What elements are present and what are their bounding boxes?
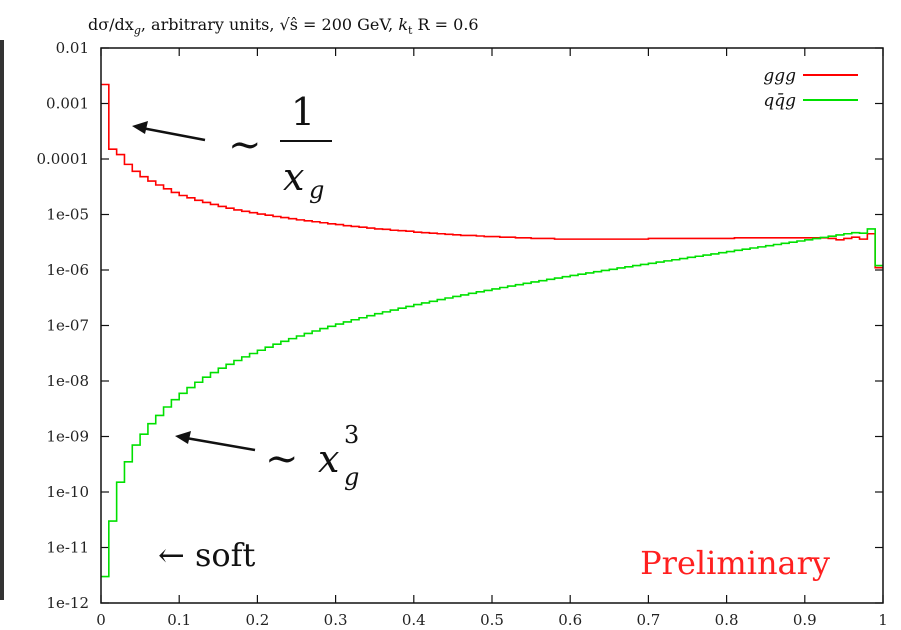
annotation-inverse-subscript: g <box>309 176 324 204</box>
plot-frame <box>100 47 884 604</box>
series-line-ggg <box>101 83 883 269</box>
ticks-layer: 0 0.1 0.2 0.3 0.4 0.5 0.6 0.7 0.8 0.9 1 0.01 0.001 0.… <box>37 39 888 629</box>
title-mid: , arbitrary units, <box>141 15 280 34</box>
y-tick-label: 1e-11 <box>46 539 89 557</box>
title-lead-sub: g <box>134 24 141 37</box>
arrow-inverse-head <box>132 121 148 134</box>
annotation-cubed-tilde: ∼ <box>265 436 299 482</box>
y-tick-label: 1e-09 <box>46 428 89 446</box>
series-layer <box>101 83 883 578</box>
x-tick-label: 0.2 <box>245 611 269 629</box>
y-tick-label: 0.01 <box>56 39 89 57</box>
y-tick-label: 1e-12 <box>46 594 89 612</box>
y-tick-label: 1e-10 <box>46 483 89 501</box>
title-tail: R = 0.6 <box>412 15 478 34</box>
legend-label-qqg: qq̄g <box>763 91 796 111</box>
y-tick-label: 1e-07 <box>46 317 89 335</box>
annotation-preliminary: Preliminary <box>640 544 830 582</box>
arrow-cubed-head <box>175 431 191 444</box>
annotation-cubed-subscript: g <box>344 463 359 491</box>
left-edge-rule <box>0 40 4 600</box>
title-lead: dσ/dx <box>88 15 134 34</box>
chart-title: dσ/dxg, arbitrary units, √ŝ = 200 GeV, k… <box>88 15 479 37</box>
title-k-sub: t <box>408 24 413 37</box>
annotation-cubed-base: x <box>318 437 339 481</box>
x-tick-label: 0.3 <box>324 611 348 629</box>
x-tick-label: 0.1 <box>167 611 191 629</box>
legend-label-ggg: ggg <box>763 66 796 86</box>
arrow-inverse-line <box>141 126 206 142</box>
legend: ggg qq̄g <box>763 66 858 111</box>
x-tick-label: 0.7 <box>636 611 660 629</box>
series-line-qqg <box>101 228 883 578</box>
y-tick-label: 0.0001 <box>37 150 90 168</box>
title-energy: = 200 GeV, <box>298 15 398 34</box>
annotation-soft: ← soft <box>158 536 256 574</box>
annotation-inverse-xg: ∼ 1 x g <box>132 90 332 204</box>
x-tick-label: 1 <box>878 611 888 629</box>
y-tick-label: 1e-08 <box>46 372 89 390</box>
x-tick-label: 0.8 <box>715 611 739 629</box>
y-tick-label: 0.001 <box>46 95 89 113</box>
title-k: k <box>398 15 408 34</box>
annotation-inverse-numerator: 1 <box>291 90 315 134</box>
y-tick-label: 1e-06 <box>46 261 89 279</box>
annotation-cubed-superscript: 3 <box>344 421 359 449</box>
annotation-xg-cubed: ∼ x 3 g <box>175 421 359 491</box>
x-tick-label: 0.5 <box>480 611 504 629</box>
x-tick-label: 0.6 <box>558 611 582 629</box>
annotation-inverse-tilde: ∼ <box>228 122 262 168</box>
title-sqrt: √ŝ <box>280 15 298 34</box>
x-tick-label: 0 <box>96 611 106 629</box>
x-tick-label: 0.4 <box>402 611 426 629</box>
arrow-cubed-line <box>185 436 256 452</box>
y-tick-label: 1e-05 <box>46 206 89 224</box>
x-tick-label: 0.9 <box>793 611 817 629</box>
annotation-inverse-denominator: x <box>283 155 304 199</box>
